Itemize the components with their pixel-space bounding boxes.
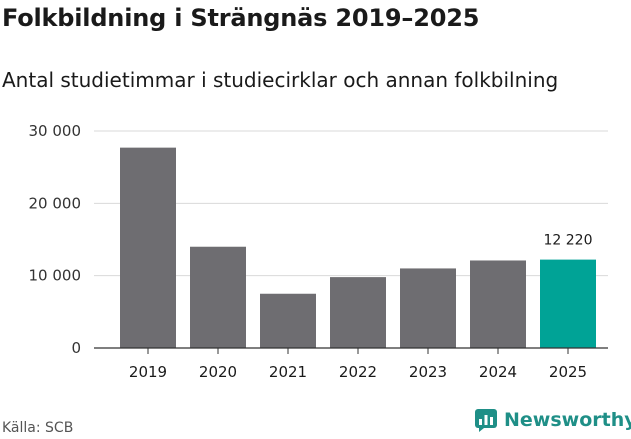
source-note: Källa: SCB bbox=[2, 420, 73, 436]
bar-chart: 0 10 000 20 000 30 000 2019 2020 2021 2022 2023 2… bbox=[0, 0, 631, 439]
data-label: 12 220 bbox=[544, 233, 593, 249]
brand-logo: Newsworthy bbox=[474, 408, 631, 432]
bar bbox=[190, 247, 246, 348]
bar bbox=[120, 148, 176, 348]
bar bbox=[470, 260, 526, 348]
x-tick-label: 2019 bbox=[129, 363, 167, 381]
bar bbox=[540, 260, 596, 348]
x-tick-label: 2025 bbox=[549, 363, 587, 381]
x-tick-label: 2023 bbox=[409, 363, 447, 381]
x-tick-label: 2024 bbox=[479, 363, 517, 381]
x-tick-label: 2021 bbox=[269, 363, 307, 381]
x-tick-label: 2020 bbox=[199, 363, 237, 381]
y-tick-label: 30 000 bbox=[29, 122, 82, 140]
brand-name: Newsworthy bbox=[504, 409, 631, 431]
y-tick-label: 10 000 bbox=[29, 267, 82, 285]
bar bbox=[400, 268, 456, 348]
newsworthy-logo-icon bbox=[474, 408, 498, 432]
y-tick-label: 20 000 bbox=[29, 194, 82, 212]
bar bbox=[260, 294, 316, 348]
bar bbox=[330, 277, 386, 348]
y-tick-label: 0 bbox=[71, 339, 81, 357]
x-tick-label: 2022 bbox=[339, 363, 377, 381]
